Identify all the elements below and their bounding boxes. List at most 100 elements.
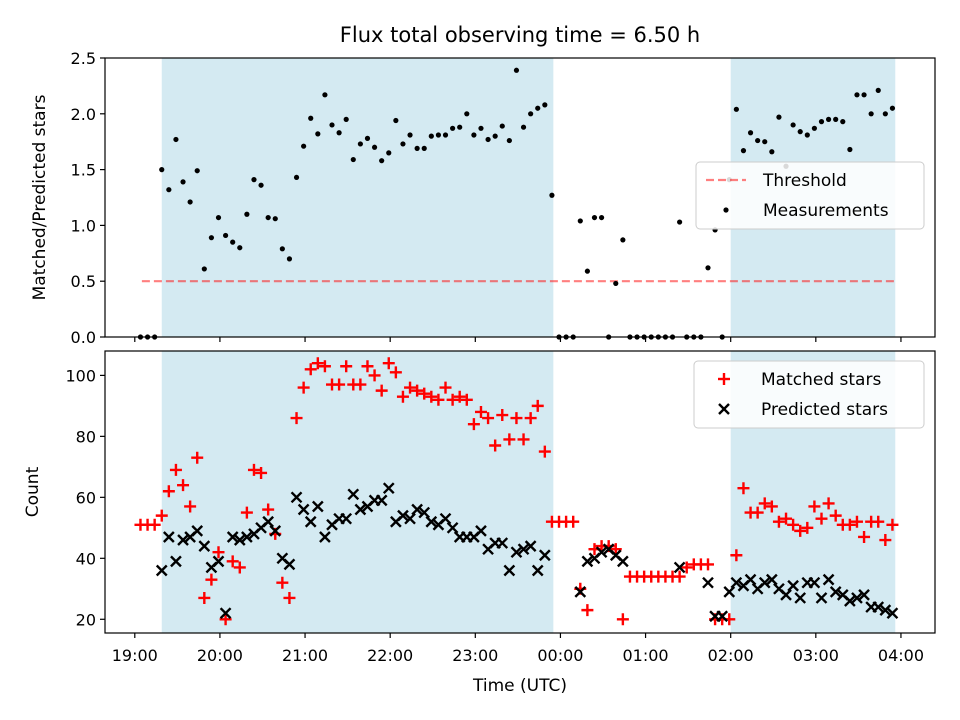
- matched-star-marker: [247, 463, 260, 476]
- matched-star-marker: [794, 524, 807, 537]
- matched-star-marker: [297, 381, 310, 394]
- bottom-panel: 20 40 60 80 100 19:00 20:00 21:00 22:00 23:00 00:…: [23, 350, 936, 696]
- predicted-star-marker: [617, 555, 629, 568]
- matched-star-marker: [815, 512, 828, 525]
- predicted-star-marker: [765, 573, 778, 586]
- matched-star-marker: [701, 558, 714, 571]
- measurement-point: [386, 150, 392, 156]
- measurement-point: [258, 182, 264, 188]
- measurement-point: [705, 265, 711, 271]
- measurement-point: [620, 237, 626, 243]
- predicted-star-marker: [886, 607, 899, 620]
- matched-star-marker: [432, 393, 445, 406]
- measurement-point: [251, 177, 257, 183]
- measurement-point: [747, 130, 754, 136]
- predicted-star-marker: [283, 558, 296, 571]
- measurement-point: [329, 122, 335, 128]
- observing-band-1: [161, 351, 554, 633]
- predicted-star-marker: [872, 601, 885, 613]
- measurement-point: [400, 141, 406, 147]
- measurement-point: [407, 132, 413, 138]
- matched-star-marker: [496, 409, 509, 422]
- predicted-star-marker: [808, 576, 821, 589]
- matched-star-marker: [318, 360, 331, 373]
- measurement-point: [613, 280, 619, 287]
- predicted-star-marker: [347, 488, 360, 501]
- measurement-point: [222, 232, 229, 239]
- predicted-star-marker: [574, 585, 587, 598]
- matched-star-marker: [418, 387, 431, 400]
- predicted-star-marker: [531, 564, 544, 577]
- matched-star-marker: [510, 412, 523, 425]
- measurement-point: [577, 218, 583, 224]
- measurement-point: [499, 123, 505, 129]
- predicted-star-marker: [375, 494, 388, 507]
- predicted-star-marker: [815, 592, 828, 604]
- measurement-point: [173, 136, 179, 143]
- matched-star-marker: [531, 399, 544, 412]
- predicted-star-marker: [233, 534, 246, 546]
- matched-star-marker: [276, 576, 289, 589]
- matched-star-marker: [191, 451, 204, 464]
- bottom-legend-box: [693, 360, 925, 429]
- predicted-star-marker: [212, 555, 225, 568]
- matched-star-marker: [843, 518, 856, 531]
- matched-star-marker: [382, 357, 395, 370]
- predicted-star-marker: [162, 531, 175, 543]
- measurement-point: [762, 139, 768, 145]
- y-tick-label: 2.0: [71, 105, 96, 124]
- measurement-point: [882, 111, 888, 117]
- measurement-point: [357, 141, 363, 147]
- measurement-point: [677, 219, 683, 225]
- measurement-point: [315, 131, 321, 137]
- matched-star-marker: [524, 412, 537, 425]
- measurement-point: [414, 145, 420, 151]
- predicted-star-marker: [780, 589, 792, 601]
- x-tick-label: 02:00: [708, 646, 754, 665]
- measurement-point: [854, 92, 860, 98]
- x-tick-label: 21:00: [282, 646, 328, 665]
- y-tick-label: 20: [76, 610, 96, 629]
- matched-legend-swatch: [718, 373, 730, 385]
- measurement-point: [230, 239, 236, 245]
- predicted-star-marker: [446, 521, 459, 534]
- matched-star-marker: [177, 479, 190, 492]
- predicted-star-marker: [595, 546, 608, 559]
- matched-star-marker: [616, 613, 629, 626]
- predicted-star-marker: [354, 503, 367, 516]
- predicted-star-marker: [822, 573, 835, 586]
- matched-legend-label: Matched stars: [761, 370, 881, 390]
- x-tick-label: 00:00: [537, 646, 583, 665]
- measurement-point: [201, 266, 207, 272]
- matched-star-marker: [219, 613, 232, 626]
- y-tick-label: 60: [76, 488, 96, 507]
- y-tick-label: 1.5: [71, 161, 96, 180]
- predicted-star-marker: [191, 525, 204, 537]
- predicted-star-marker: [297, 503, 310, 516]
- measurement-point: [542, 102, 548, 108]
- measurement-point: [833, 116, 839, 122]
- measurement-point: [350, 156, 356, 163]
- bottom-legend: Matched stars Predicted stars: [693, 360, 925, 429]
- predicted-star-marker: [730, 576, 743, 589]
- y-tick-label: 40: [76, 549, 96, 568]
- measurement-point: [159, 167, 165, 173]
- matched-star-marker: [396, 390, 409, 403]
- measurement-point: [769, 149, 775, 155]
- measurement-point: [478, 125, 484, 131]
- measurement-point: [442, 132, 449, 138]
- matched-star-marker: [361, 360, 374, 373]
- matched-star-marker: [467, 418, 480, 431]
- matched-star-marker: [482, 412, 495, 425]
- predicted-star-marker: [155, 564, 168, 577]
- predicted-star-marker: [425, 515, 438, 528]
- bottom-ylabel: Count: [23, 466, 43, 517]
- matched-star-marker: [404, 381, 417, 394]
- predicted-star-marker: [723, 585, 736, 598]
- measurement-point: [336, 130, 342, 136]
- predicted-star-marker: [219, 607, 232, 620]
- measurement-point: [591, 214, 598, 221]
- measurement-point: [740, 148, 747, 154]
- matched-star-marker: [290, 412, 303, 425]
- measurement-point: [584, 268, 590, 274]
